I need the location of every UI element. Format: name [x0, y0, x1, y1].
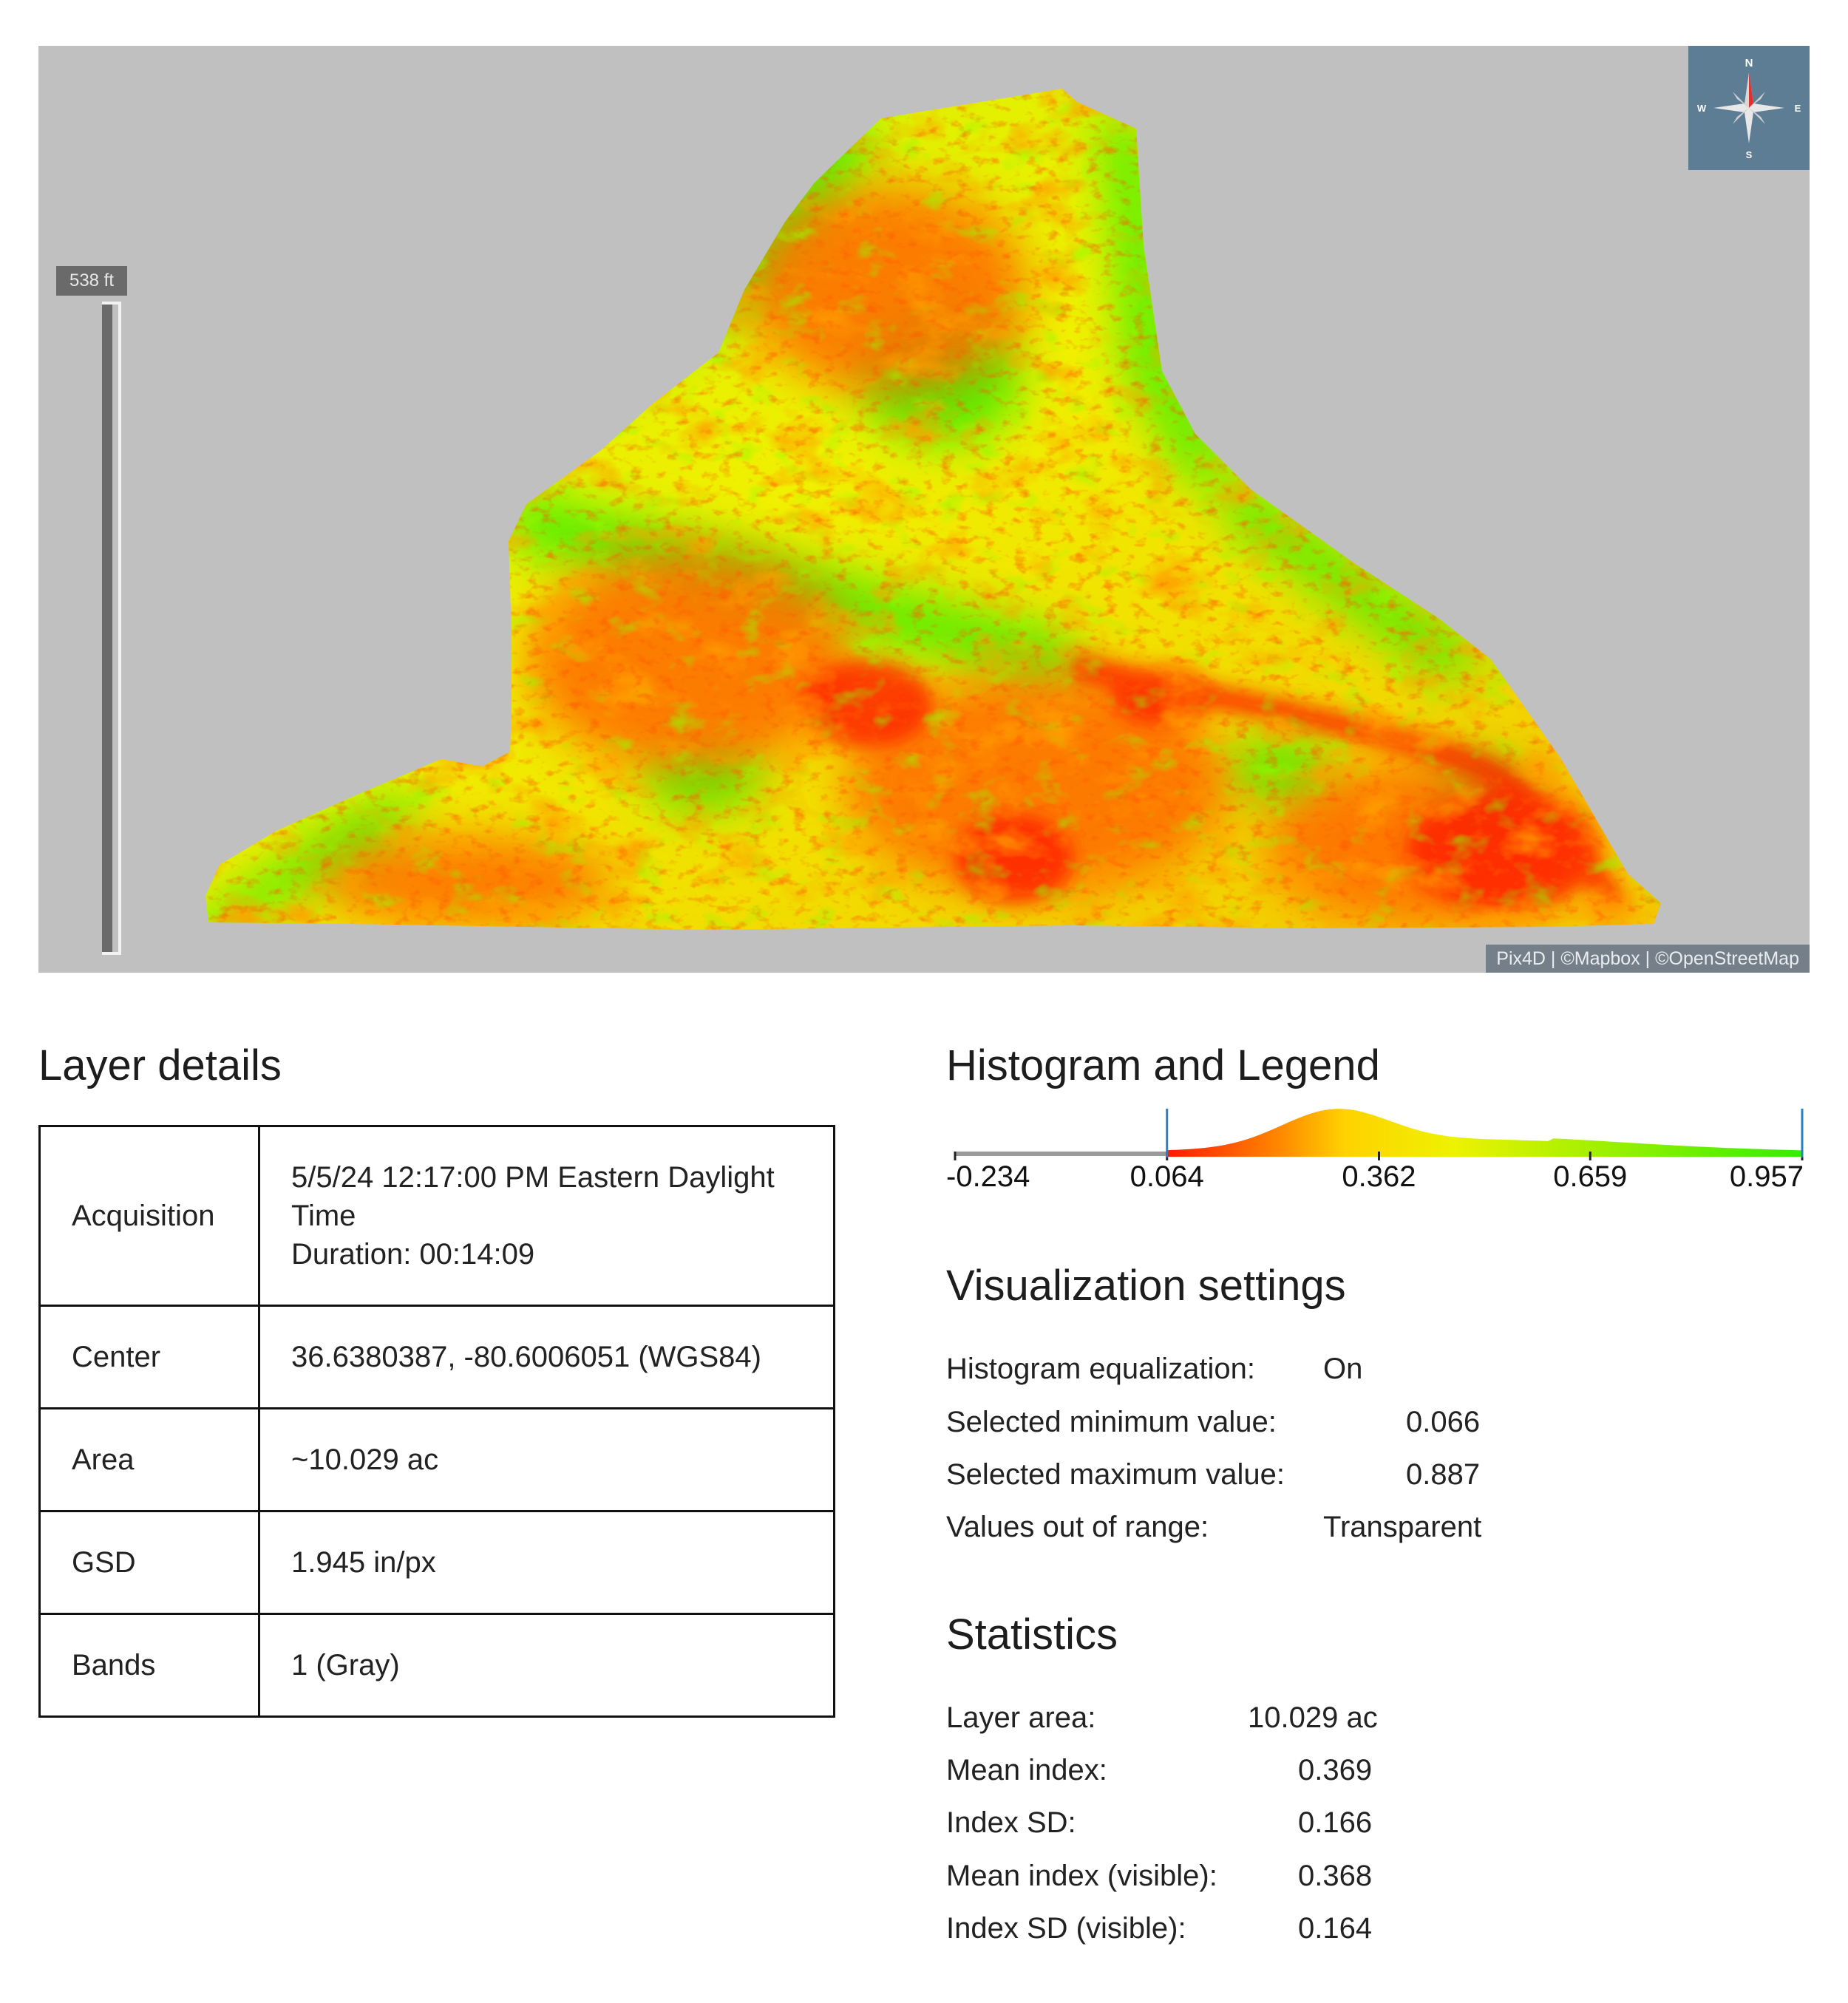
- svg-text:W: W: [1697, 103, 1707, 114]
- scale-bracket: [102, 302, 121, 955]
- table-row: Center 36.6380387, -80.6006051 (WGS84): [38, 1305, 835, 1409]
- index-sd-value: 0.166: [1298, 1806, 1373, 1839]
- bands-label: Bands: [38, 1613, 260, 1718]
- layer-details-table: Acquisition 5/5/24 12:17:00 PM Eastern D…: [38, 1125, 835, 1718]
- layer-area-label: Layer area:: [946, 1701, 1096, 1734]
- selected-maximum-value: 0.887: [1406, 1458, 1481, 1491]
- tick-label: 0.064: [1129, 1160, 1204, 1193]
- scale-bar: [102, 305, 112, 952]
- compass-rose[interactable]: N E S W: [1688, 46, 1810, 170]
- index-sd-visible-value: 0.164: [1298, 1912, 1373, 1945]
- acquisition-timezone: Time: [291, 1200, 356, 1232]
- table-row: Bands 1 (Gray): [38, 1613, 835, 1718]
- histogram-equalization-value: On: [1323, 1353, 1363, 1385]
- mean-index-label: Mean index:: [946, 1754, 1107, 1786]
- svg-text:N: N: [1745, 57, 1753, 69]
- histogram-legend[interactable]: -0.234 0.064 0.362 0.659 0.957: [946, 1109, 1811, 1205]
- histogram-chart: [954, 1109, 1804, 1160]
- gsd-value: 1.945 in/px: [258, 1510, 835, 1615]
- svg-text:S: S: [1746, 149, 1753, 160]
- bands-value: 1 (Gray): [258, 1613, 835, 1718]
- index-sd-label: Index SD:: [946, 1806, 1076, 1839]
- table-row: GSD 1.945 in/px: [38, 1510, 835, 1615]
- gsd-label: GSD: [38, 1510, 260, 1615]
- values-out-of-range-value: Transparent: [1323, 1511, 1482, 1543]
- area-label: Area: [38, 1407, 260, 1512]
- layer-details-title: Layer details: [38, 1041, 282, 1089]
- selected-minimum-value: 0.066: [1406, 1406, 1481, 1438]
- scale-label: 538 ft: [56, 266, 127, 296]
- ndvi-field-raster: [205, 89, 1661, 930]
- svg-text:E: E: [1795, 103, 1801, 114]
- layer-area-value: 10.029 ac: [1248, 1701, 1378, 1734]
- mean-index-value: 0.369: [1298, 1754, 1373, 1786]
- tick-label: 0.362: [1342, 1160, 1416, 1193]
- mean-index-visible-value: 0.368: [1298, 1860, 1373, 1892]
- statistics-title: Statistics: [946, 1611, 1118, 1659]
- acquisition-duration: Duration: 00:14:09: [291, 1238, 535, 1271]
- tick-label: 0.957: [1729, 1160, 1804, 1193]
- acquisition-datetime: 5/5/24 12:17:00 PM Eastern Daylight: [291, 1161, 775, 1194]
- acquisition-value: 5/5/24 12:17:00 PM Eastern Daylight Time…: [258, 1125, 835, 1307]
- acquisition-label: Acquisition: [38, 1125, 260, 1307]
- index-sd-visible-label: Index SD (visible):: [946, 1912, 1186, 1945]
- legend-color-strip: [1166, 1152, 1802, 1157]
- selected-maximum-label: Selected maximum value:: [946, 1458, 1285, 1491]
- visualization-settings-title: Visualization settings: [946, 1262, 1346, 1310]
- compass-icon: N E S W: [1697, 57, 1801, 160]
- map-attribution[interactable]: Pix4D | ©Mapbox | ©OpenStreetMap: [1486, 945, 1810, 973]
- histogram-title: Histogram and Legend: [946, 1041, 1380, 1089]
- table-row: Area ~10.029 ac: [38, 1407, 835, 1512]
- table-row: Acquisition 5/5/24 12:17:00 PM Eastern D…: [38, 1125, 835, 1307]
- center-value: 36.6380387, -80.6006051 (WGS84): [258, 1305, 835, 1409]
- selected-minimum-label: Selected minimum value:: [946, 1406, 1277, 1438]
- center-label: Center: [38, 1305, 260, 1409]
- tick-label: -0.234: [946, 1160, 1030, 1193]
- mean-index-visible-label: Mean index (visible):: [946, 1860, 1217, 1892]
- area-value: ~10.029 ac: [258, 1407, 835, 1512]
- histogram-area: [1166, 1109, 1802, 1152]
- histogram-equalization-label: Histogram equalization:: [946, 1353, 1255, 1385]
- tick-label: 0.659: [1553, 1160, 1628, 1193]
- ndvi-map[interactable]: 538 ft N E S W Pix4D | ©Mapbox | ©OpenSt…: [38, 46, 1810, 973]
- values-out-of-range-label: Values out of range:: [946, 1511, 1209, 1543]
